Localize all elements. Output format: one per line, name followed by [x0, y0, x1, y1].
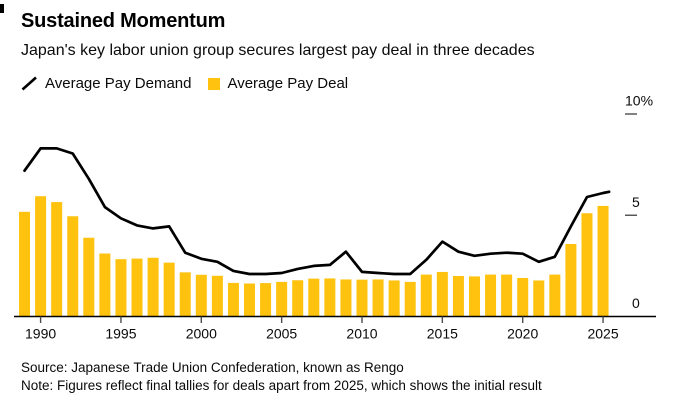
x-tick-label-2010: 2010 — [346, 326, 377, 342]
bar-1992 — [67, 216, 79, 317]
bar-2017 — [468, 276, 480, 317]
y-tick-label-0: 0 — [632, 295, 640, 311]
bar-2020 — [517, 278, 529, 317]
bar-2006 — [292, 280, 304, 317]
bar-2000 — [195, 274, 207, 317]
bar-2019 — [501, 274, 513, 317]
chart-footer: Source: Japanese Trade Union Confederati… — [21, 359, 542, 394]
y-tick-label-5: 5 — [632, 194, 640, 210]
bar-2015 — [436, 271, 448, 317]
x-tick-label-2025: 2025 — [587, 326, 618, 342]
bar-1993 — [83, 237, 95, 317]
bar-2025 — [597, 205, 609, 317]
bar-2007 — [308, 278, 320, 317]
page-subtitle: Japan's key labor union group secures la… — [21, 42, 535, 59]
bar-1997 — [147, 257, 159, 317]
x-tick-label-1995: 1995 — [105, 326, 136, 342]
bar-1989 — [19, 211, 31, 317]
bar-2013 — [404, 281, 416, 317]
corner-mark — [0, 4, 4, 13]
bar-2023 — [565, 244, 577, 317]
bar-2022 — [549, 274, 561, 317]
x-tick-label-2005: 2005 — [266, 326, 297, 342]
bar-2008 — [324, 278, 336, 317]
source-text: Source: Japanese Trade Union Confederati… — [21, 360, 404, 375]
bar-2014 — [420, 274, 432, 317]
bar-2021 — [533, 280, 545, 317]
bar-1991 — [51, 202, 63, 317]
bar-2011 — [372, 279, 384, 317]
bar-2009 — [340, 279, 352, 317]
y-tick-label-10: 10% — [625, 93, 653, 109]
note-text: Note: Figures reflect final tallies for … — [21, 377, 542, 393]
bar-2012 — [388, 280, 400, 317]
bar-1996 — [131, 258, 143, 317]
bar-2005 — [276, 281, 288, 317]
bar-2002 — [227, 282, 239, 317]
square-swatch-icon — [208, 77, 221, 90]
demand-line — [23, 147, 611, 276]
legend-label-deal: Average Pay Deal — [227, 75, 349, 92]
bar-2004 — [260, 283, 272, 317]
bar-1995 — [115, 259, 127, 317]
x-tick-label-2020: 2020 — [507, 326, 538, 342]
bar-2010 — [356, 279, 368, 317]
bar-2001 — [211, 275, 223, 317]
bar-2016 — [452, 276, 464, 317]
bar-2018 — [485, 274, 497, 317]
bar-2003 — [244, 283, 256, 317]
bar-2024 — [581, 213, 593, 317]
bar-1994 — [99, 253, 111, 317]
legend-item-demand: Average Pay Demand — [21, 75, 191, 92]
legend-item-deal: Average Pay Deal — [208, 75, 348, 92]
line-swatch-icon — [21, 76, 37, 91]
x-tick-label-2000: 2000 — [186, 326, 217, 342]
x-tick-label-2015: 2015 — [427, 326, 458, 342]
bar-1998 — [163, 262, 175, 317]
legend-label-demand: Average Pay Demand — [45, 75, 192, 92]
chart-legend: Average Pay Demand Average Pay Deal — [21, 75, 348, 92]
page-title: Sustained Momentum — [21, 10, 226, 32]
x-tick-label-1990: 1990 — [25, 326, 56, 342]
bar-1990 — [35, 196, 47, 317]
bar-1999 — [179, 272, 191, 317]
